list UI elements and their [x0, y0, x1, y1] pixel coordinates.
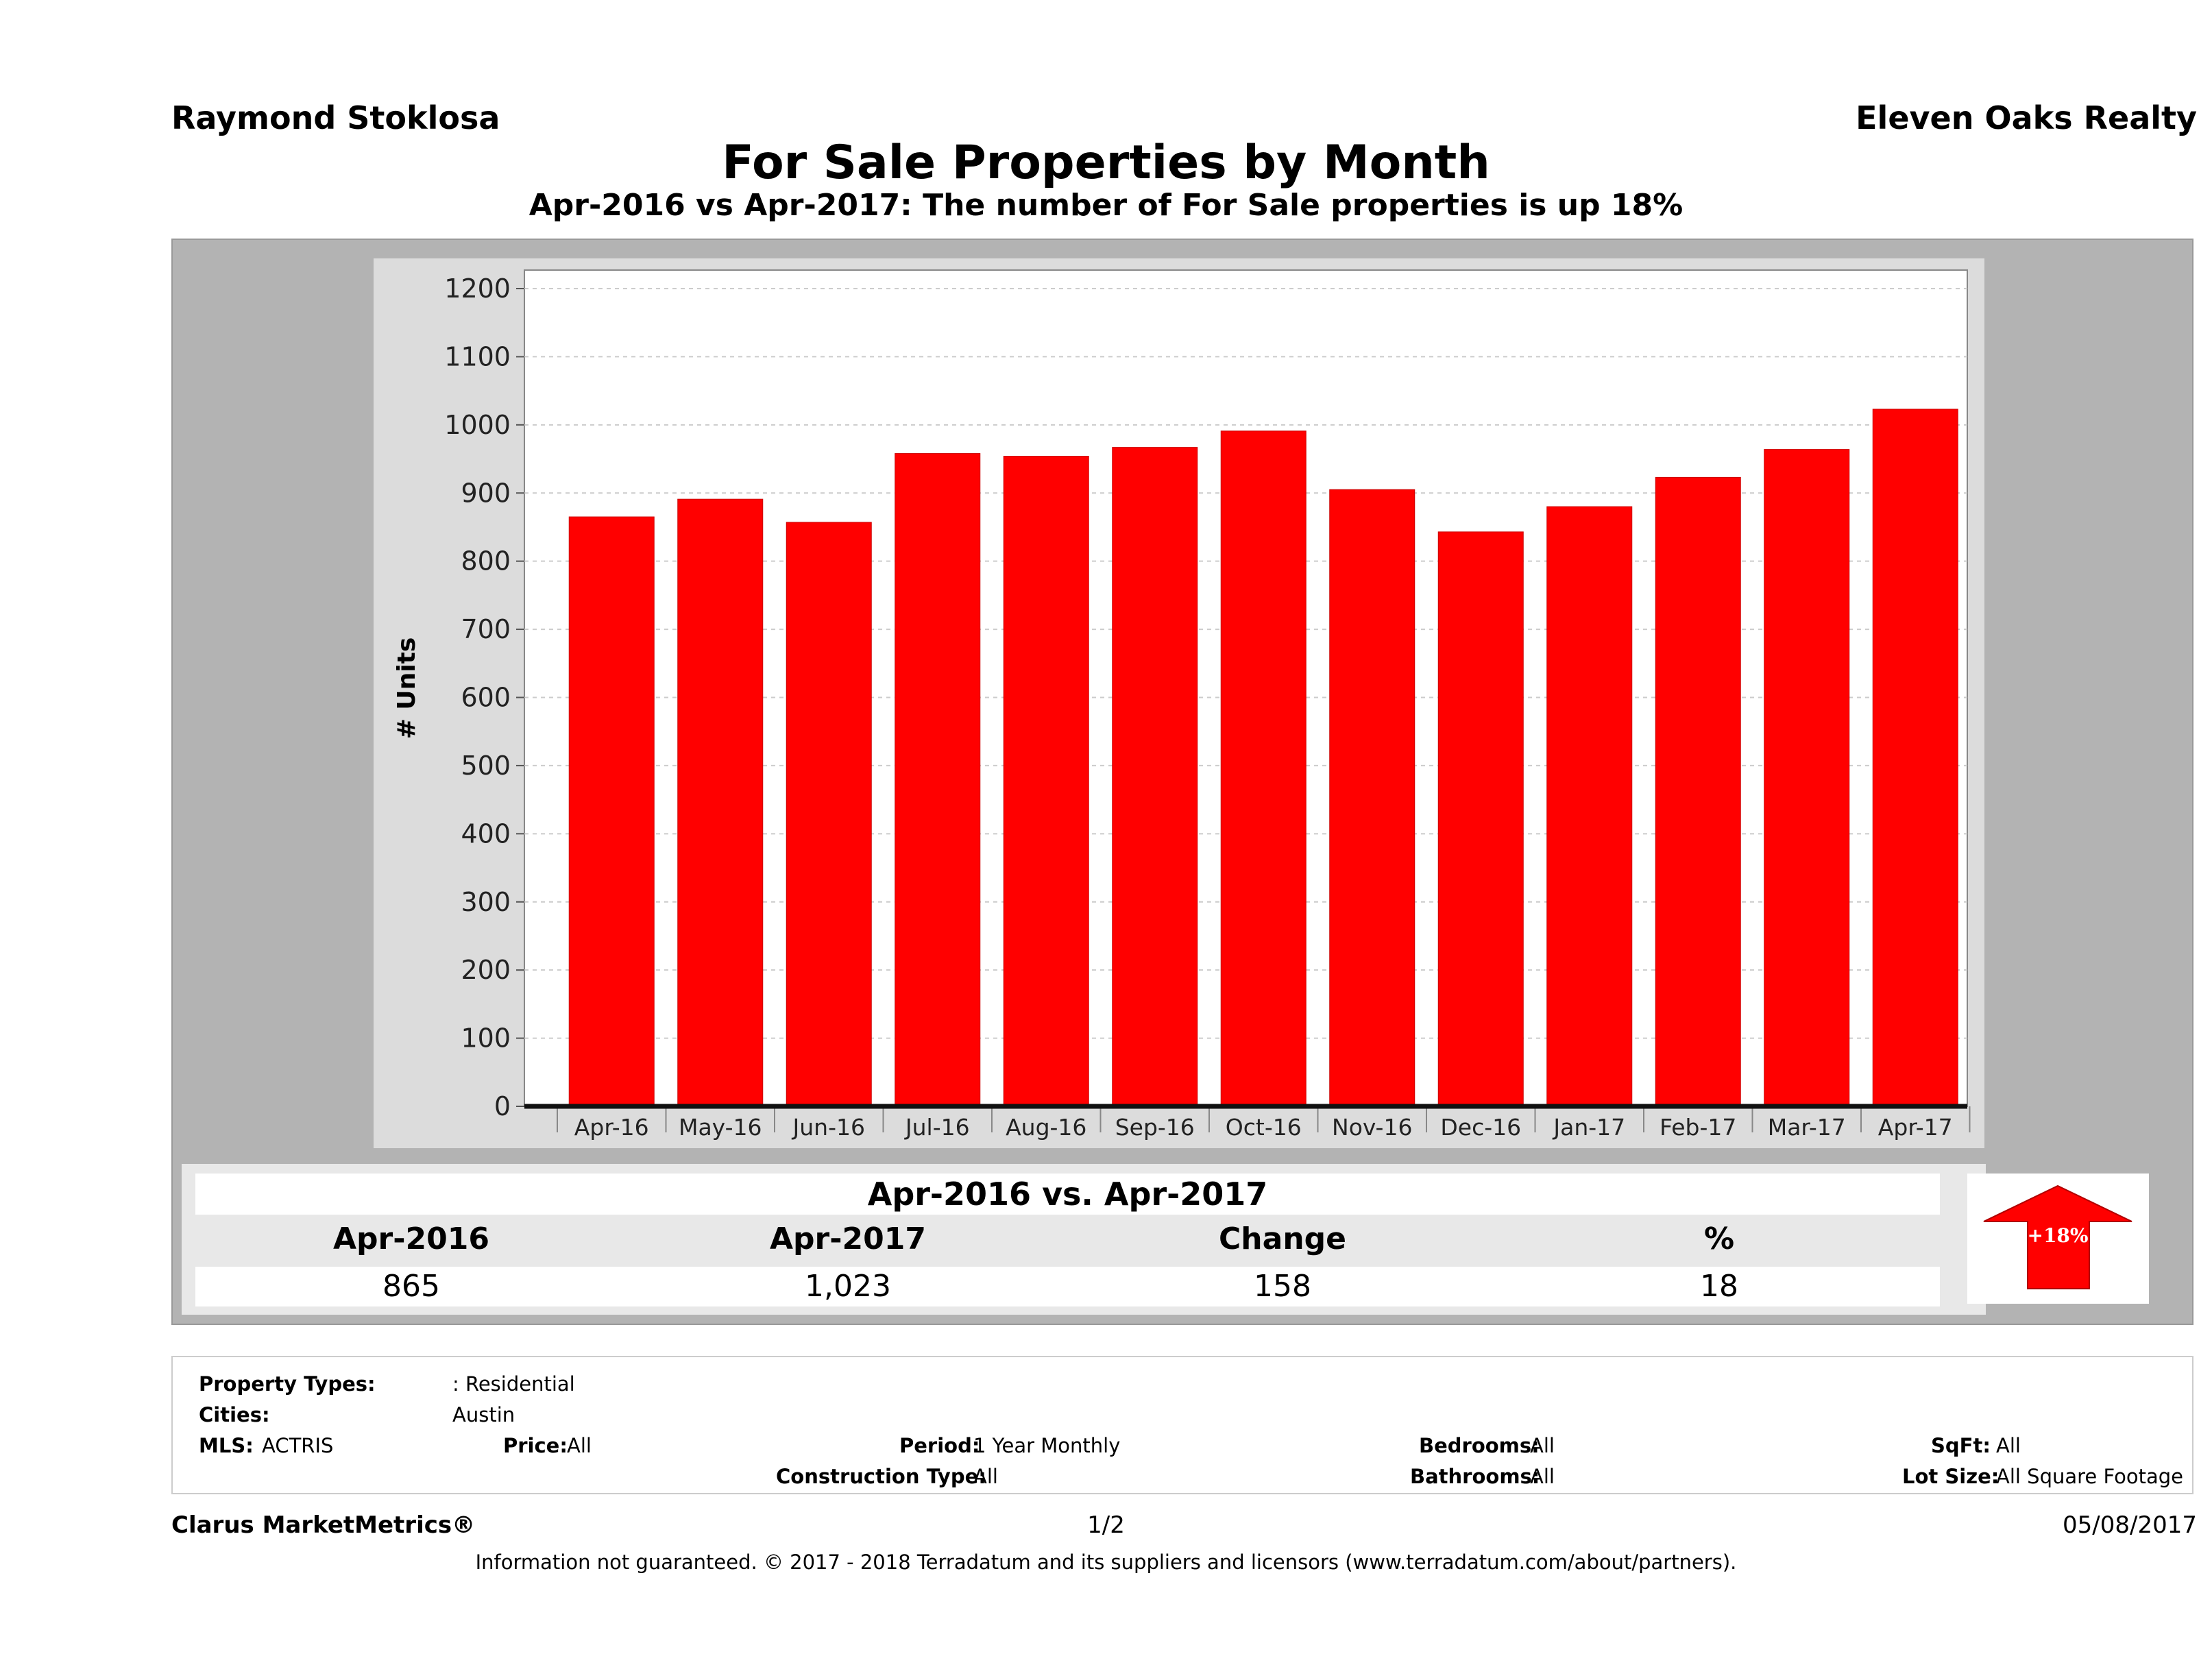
summary-header-apr-2017: Apr-2017	[770, 1221, 926, 1256]
page-number: 1/2	[1087, 1511, 1125, 1539]
sqft-label: SqFt:	[1931, 1434, 1991, 1457]
page-title: For Sale Properties by Month	[722, 136, 1490, 190]
product-name: Clarus MarketMetrics®	[171, 1511, 476, 1539]
bar-apr-16	[568, 516, 655, 1107]
bar-aug-16	[1003, 456, 1089, 1107]
mls-label: MLS:	[199, 1434, 254, 1457]
period-value: 1 Year Monthly	[973, 1434, 1121, 1457]
summary-value-change: 158	[1254, 1269, 1311, 1304]
y-tick-label: 700	[461, 614, 511, 644]
bar-oct-16	[1220, 430, 1306, 1107]
property-types-value: : Residential	[452, 1372, 575, 1396]
change-badge: +18%	[1967, 1174, 2149, 1304]
property-types-label: Property Types:	[199, 1372, 376, 1396]
bar-chart: 0 100 200 300 400 500 600 700 800 900 1000 1100 1200…	[393, 269, 1971, 1141]
bedrooms-label: Bedrooms:	[1419, 1434, 1540, 1457]
x-tick-label: Apr-16	[574, 1114, 649, 1141]
construction-type-value: All	[973, 1465, 998, 1488]
y-tick-label: 1100	[444, 341, 511, 372]
change-badge-label: +18%	[2027, 1224, 2088, 1247]
bathrooms-label: Bathrooms:	[1410, 1465, 1540, 1488]
y-tick-label: 800	[461, 546, 511, 576]
y-tick-label: 500	[461, 751, 511, 781]
summary-title: Apr-2016 vs. Apr-2017	[867, 1176, 1268, 1213]
summary-header-percent: %	[1703, 1221, 1735, 1256]
bathrooms-value: All	[1530, 1465, 1555, 1488]
summary-header-apr-2016: Apr-2016	[333, 1221, 489, 1256]
x-tick-label: Aug-16	[1006, 1114, 1086, 1141]
construction-type-label: Construction Type:	[776, 1465, 986, 1488]
price-label: Price:	[503, 1434, 568, 1457]
chart-panel: 0 100 200 300 400 500 600 700 800 900 1000 1100 1200…	[374, 258, 1984, 1148]
summary-header-change: Change	[1219, 1221, 1346, 1256]
x-tick-label: Dec-16	[1440, 1114, 1521, 1141]
y-tick-label: 1200	[444, 273, 511, 304]
cities-value: Austin	[452, 1403, 515, 1426]
bar-jan-17	[1546, 506, 1633, 1107]
page-subtitle: Apr-2016 vs Apr-2017: The number of For …	[528, 188, 1684, 223]
x-tick-label: Jul-16	[904, 1114, 970, 1141]
y-tick-label: 0	[494, 1091, 511, 1121]
x-tick-label: Mar-17	[1768, 1114, 1846, 1141]
y-tick-label: 100	[461, 1023, 511, 1054]
y-tick-label: 1000	[444, 410, 511, 440]
filter-details: Property Types: : Residential Cities: Au…	[171, 1356, 2193, 1494]
bar-nov-16	[1329, 489, 1415, 1107]
summary-value-apr-2016: 865	[382, 1269, 440, 1304]
y-axis-label: # Units	[393, 637, 421, 740]
period-label: Period:	[899, 1434, 980, 1457]
y-tick-label: 900	[461, 478, 511, 508]
summary-title-bar	[195, 1174, 1940, 1215]
agent-name: Raymond Stoklosa	[171, 99, 500, 136]
y-tick-label: 300	[461, 887, 511, 917]
bar-may-16	[677, 498, 764, 1107]
mls-value: ACTRIS	[262, 1434, 334, 1457]
lot-size-value: All Square Footage	[1996, 1465, 2184, 1488]
sqft-value: All	[1996, 1434, 2021, 1457]
bar-apr-17	[1872, 409, 1958, 1107]
bar-dec-16	[1437, 531, 1524, 1107]
disclaimer: Information not guaranteed. © 2017 - 201…	[475, 1551, 1737, 1574]
summary-value-percent: 18	[1700, 1269, 1738, 1304]
y-tick-label: 600	[461, 683, 511, 713]
bar-feb-17	[1655, 476, 1741, 1107]
cities-label: Cities:	[199, 1403, 270, 1426]
x-tick-label: Apr-17	[1878, 1114, 1953, 1141]
report-date: 05/08/2017	[2063, 1511, 2197, 1539]
brokerage-name: Eleven Oaks Realty	[1856, 99, 2197, 136]
y-tick-label: 400	[461, 818, 511, 849]
x-tick-label: Oct-16	[1226, 1114, 1302, 1141]
summary-value-apr-2017: 1,023	[805, 1269, 891, 1304]
x-tick-label: Feb-17	[1660, 1114, 1736, 1141]
x-tick-label: May-16	[679, 1114, 762, 1141]
bedrooms-value: All	[1530, 1434, 1555, 1457]
x-tick-label: Sep-16	[1115, 1114, 1195, 1141]
bar-jul-16	[895, 453, 981, 1107]
up-arrow-icon: +18%	[1983, 1184, 2132, 1289]
price-value: All	[567, 1434, 592, 1457]
bar-sep-16	[1112, 447, 1198, 1107]
x-tick-label: Jan-17	[1552, 1114, 1625, 1141]
bar-mar-17	[1764, 449, 1850, 1107]
x-tick-label: Jun-16	[792, 1114, 865, 1141]
lot-size-label: Lot Size:	[1902, 1465, 2000, 1488]
summary-values-bar	[195, 1267, 1940, 1306]
y-tick-label: 200	[461, 955, 511, 985]
summary-table: Apr-2016 vs. Apr-2017 Apr-2016 Apr-2017 …	[182, 1164, 1986, 1315]
bar-jun-16	[786, 522, 872, 1107]
x-tick-label: Nov-16	[1332, 1114, 1412, 1141]
